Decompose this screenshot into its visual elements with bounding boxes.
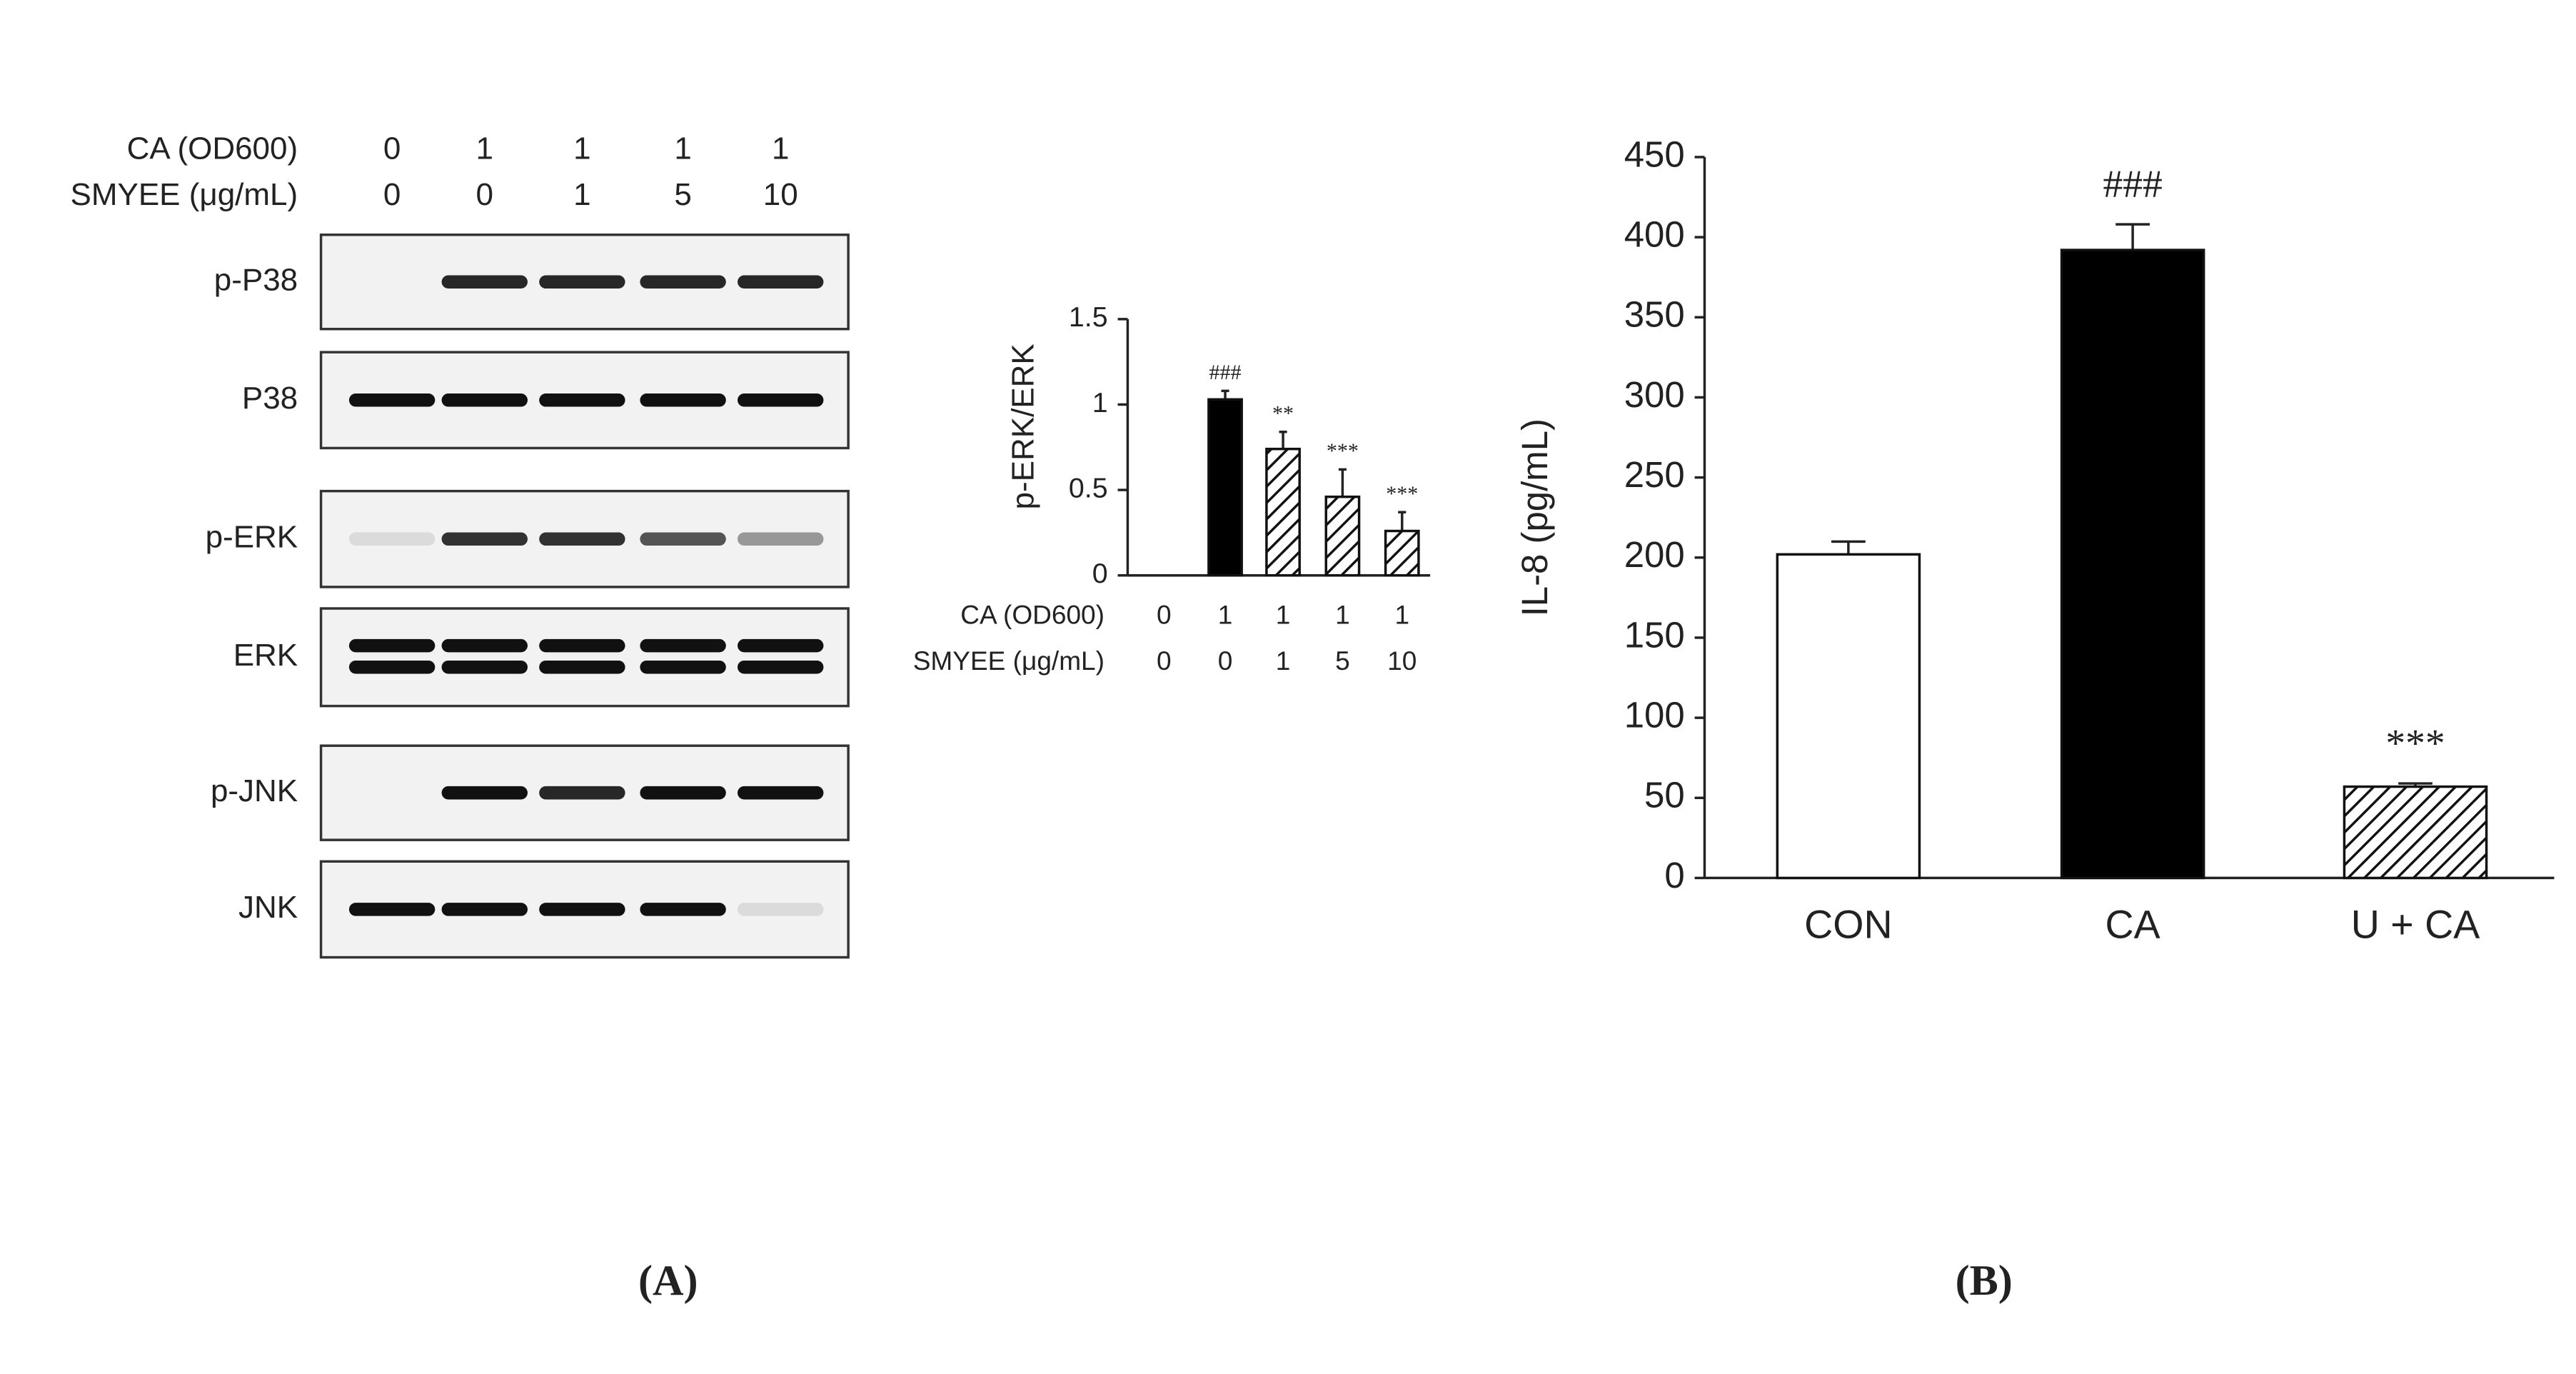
annotation: ###: [1209, 360, 1241, 384]
y-tick-label: 0: [1664, 855, 1684, 896]
y-tick-label: 200: [1624, 534, 1685, 575]
bar: [1265, 447, 1301, 577]
band: [738, 532, 824, 546]
band: [539, 275, 625, 289]
band: [640, 393, 726, 407]
x-row-value: 1: [1394, 599, 1409, 629]
band-label: JNK: [238, 890, 298, 925]
band: [539, 393, 625, 407]
annotation: ***: [1386, 481, 1418, 506]
band: [640, 786, 726, 800]
bar: [2343, 785, 2488, 880]
bar: [2060, 249, 2205, 880]
y-tick-label: 0.5: [1069, 472, 1108, 503]
band: [738, 393, 824, 407]
band-label: p-JNK: [211, 773, 298, 808]
annotation: ***: [1327, 438, 1359, 463]
panel-label: (A): [638, 1257, 698, 1305]
bar: [1207, 398, 1243, 577]
band: [738, 275, 824, 289]
x-row-label: CA (OD600): [960, 599, 1105, 629]
y-tick-label: 1: [1092, 387, 1108, 418]
x-row-value: 0: [1218, 646, 1233, 676]
band: [348, 660, 436, 674]
band: [441, 532, 528, 546]
x-row-value: 1: [1276, 646, 1291, 676]
band: [348, 393, 436, 407]
band: [539, 532, 625, 546]
band-label: ERK: [233, 638, 298, 673]
x-row-value: 10: [1387, 646, 1417, 676]
y-axis-label: p-ERK/ERK: [1005, 344, 1040, 509]
condition-value: 10: [763, 177, 798, 212]
y-tick-label: 450: [1624, 134, 1685, 174]
band: [441, 638, 528, 653]
band: [738, 638, 824, 653]
x-row-label: SMYEE (μg/mL): [913, 646, 1105, 676]
band: [640, 275, 726, 289]
band: [539, 903, 625, 916]
y-tick-label: 50: [1644, 775, 1685, 816]
x-tick-label: CA: [2105, 903, 2160, 947]
condition-value: 1: [573, 131, 590, 166]
condition-value: 5: [674, 177, 691, 212]
band: [348, 903, 436, 916]
condition-value: 1: [674, 131, 691, 166]
band: [539, 660, 625, 674]
y-tick-label: 250: [1624, 454, 1685, 495]
x-row-value: 0: [1157, 599, 1172, 629]
y-tick-label: 400: [1624, 214, 1685, 255]
y-tick-label: 300: [1624, 374, 1685, 415]
condition-value: 0: [476, 177, 493, 212]
x-row-value: 5: [1335, 646, 1350, 676]
x-row-value: 1: [1335, 599, 1350, 629]
band-label: P38: [242, 381, 298, 416]
band: [539, 638, 625, 653]
band: [640, 532, 726, 546]
condition-value: 1: [772, 131, 789, 166]
band: [441, 393, 528, 407]
y-tick-label: 350: [1624, 294, 1685, 335]
band: [348, 638, 436, 653]
x-tick-label: U + CA: [2351, 903, 2480, 947]
bar: [1324, 495, 1361, 577]
panel-label: (B): [1956, 1257, 2013, 1305]
band: [738, 786, 824, 800]
band: [441, 275, 528, 289]
y-tick-label: 150: [1624, 614, 1685, 655]
x-row-value: 1: [1218, 599, 1233, 629]
band: [539, 786, 625, 800]
band: [640, 903, 726, 916]
annotation: ***: [2385, 721, 2445, 766]
x-tick-label: CON: [1804, 903, 1892, 947]
x-row-value: 1: [1276, 599, 1291, 629]
y-tick-label: 1.5: [1069, 301, 1108, 333]
condition-value: 1: [476, 131, 493, 166]
blot-box: [319, 607, 850, 708]
band-label: p-ERK: [206, 519, 298, 554]
band: [441, 660, 528, 674]
condition-label: SMYEE (μg/mL): [71, 177, 298, 212]
band: [441, 903, 528, 916]
bar: [1776, 553, 1921, 880]
annotation: **: [1272, 401, 1294, 426]
band: [441, 786, 528, 800]
condition-label: CA (OD600): [127, 131, 298, 166]
y-tick-label: 100: [1624, 695, 1685, 736]
x-row-value: 0: [1157, 646, 1172, 676]
band: [738, 660, 824, 674]
band: [640, 638, 726, 653]
condition-value: 1: [573, 177, 590, 212]
band: [640, 660, 726, 674]
condition-value: 0: [383, 177, 401, 212]
band-label: p-P38: [214, 262, 298, 297]
bar: [1384, 529, 1420, 577]
band: [738, 903, 824, 916]
annotation: ###: [2103, 162, 2162, 206]
y-tick-label: 0: [1092, 558, 1108, 589]
band: [348, 532, 436, 546]
y-axis-label: IL-8 (pg/mL): [1514, 418, 1555, 616]
condition-value: 0: [383, 131, 401, 166]
